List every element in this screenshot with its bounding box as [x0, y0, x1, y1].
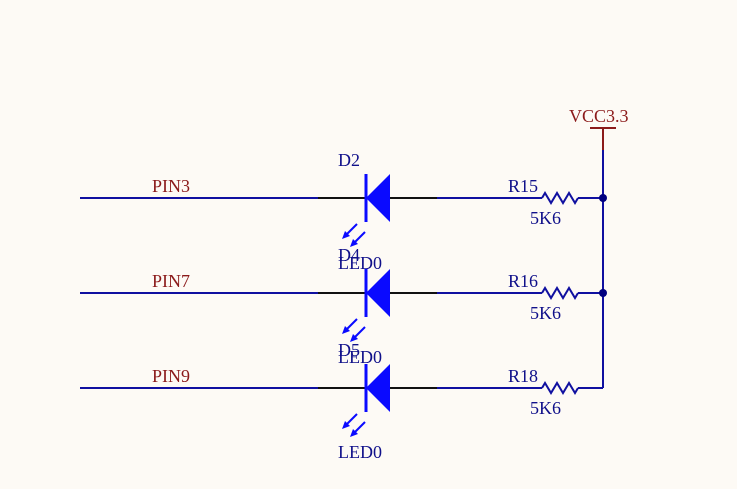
resistor-value: 5K6 — [530, 398, 561, 418]
diode-body — [366, 269, 390, 317]
diode-value: LED0 — [338, 442, 382, 462]
light-emission-arrows-icon — [342, 318, 366, 342]
resistor-designator: R18 — [508, 366, 538, 386]
diode-body — [366, 174, 390, 222]
net-label: PIN3 — [152, 176, 190, 196]
power-label: VCC3.3 — [569, 106, 629, 126]
led-row-2: PIN7 D4 LED0 R16 5K6 — [80, 245, 607, 367]
light-emission-arrows-icon — [342, 223, 366, 247]
net-label: PIN9 — [152, 366, 190, 386]
diode-designator: D4 — [338, 245, 360, 265]
resistor-body — [541, 381, 579, 395]
led-row-3: PIN9 D5 LED0 R18 5K6 — [80, 340, 603, 462]
net-label: PIN7 — [152, 271, 190, 291]
resistor-value: 5K6 — [530, 303, 561, 323]
power-port-vcc: VCC3.3 — [569, 106, 629, 150]
resistor-body — [541, 191, 579, 205]
diode-designator: D5 — [338, 340, 360, 360]
led-row-1: PIN3 D2 LED0 R15 5K6 — [80, 150, 607, 273]
diode-value: LED0 — [338, 347, 382, 367]
resistor-designator: R16 — [508, 271, 538, 291]
resistor-value: 5K6 — [530, 208, 561, 228]
diode-value: LED0 — [338, 253, 382, 273]
diode-body — [366, 364, 390, 412]
resistor-designator: R15 — [508, 176, 538, 196]
diode-designator: D2 — [338, 150, 360, 170]
light-emission-arrows-icon — [342, 413, 366, 437]
resistor-body — [541, 286, 579, 300]
junction-dot — [599, 289, 607, 297]
junction-dot — [599, 194, 607, 202]
